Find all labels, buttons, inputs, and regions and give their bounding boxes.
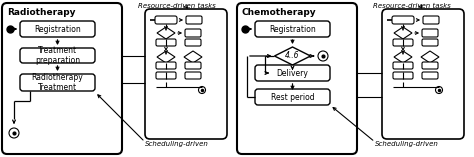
FancyBboxPatch shape xyxy=(185,72,201,79)
FancyBboxPatch shape xyxy=(156,62,176,69)
Text: Resource-driven tasks: Resource-driven tasks xyxy=(373,3,451,9)
Text: Rest period: Rest period xyxy=(271,92,314,101)
Polygon shape xyxy=(184,51,202,63)
Text: Radiotherapy: Radiotherapy xyxy=(7,8,75,17)
FancyBboxPatch shape xyxy=(392,16,414,24)
FancyBboxPatch shape xyxy=(255,65,330,81)
FancyBboxPatch shape xyxy=(2,3,122,154)
FancyBboxPatch shape xyxy=(237,3,357,154)
FancyBboxPatch shape xyxy=(382,9,464,139)
FancyBboxPatch shape xyxy=(145,9,227,139)
FancyBboxPatch shape xyxy=(422,39,438,46)
Text: Chemotherapy: Chemotherapy xyxy=(242,8,317,17)
FancyBboxPatch shape xyxy=(20,48,95,63)
Text: Resource-driven tasks: Resource-driven tasks xyxy=(138,3,216,9)
FancyBboxPatch shape xyxy=(20,21,95,37)
FancyBboxPatch shape xyxy=(185,29,201,37)
Polygon shape xyxy=(394,51,412,63)
FancyBboxPatch shape xyxy=(186,16,202,24)
Text: Registration: Registration xyxy=(269,24,316,33)
Text: Scheduling-driven: Scheduling-driven xyxy=(145,141,209,147)
FancyBboxPatch shape xyxy=(422,62,438,69)
Text: 4..6: 4..6 xyxy=(285,51,300,60)
Polygon shape xyxy=(157,51,175,63)
FancyBboxPatch shape xyxy=(422,72,438,79)
Text: Treatment
preparation: Treatment preparation xyxy=(35,46,80,65)
Text: Scheduling-driven: Scheduling-driven xyxy=(375,141,439,147)
Text: Registration: Registration xyxy=(34,24,81,33)
FancyBboxPatch shape xyxy=(423,16,439,24)
FancyBboxPatch shape xyxy=(185,39,201,46)
Polygon shape xyxy=(421,51,439,63)
FancyBboxPatch shape xyxy=(255,21,330,37)
FancyBboxPatch shape xyxy=(422,29,438,37)
FancyBboxPatch shape xyxy=(156,72,176,79)
FancyBboxPatch shape xyxy=(156,39,176,46)
FancyBboxPatch shape xyxy=(393,39,413,46)
Polygon shape xyxy=(394,27,412,39)
Text: Radiotherapy
Treatment: Radiotherapy Treatment xyxy=(32,73,83,92)
FancyBboxPatch shape xyxy=(393,62,413,69)
FancyBboxPatch shape xyxy=(185,62,201,69)
FancyBboxPatch shape xyxy=(155,16,177,24)
FancyBboxPatch shape xyxy=(393,72,413,79)
Text: Delivery: Delivery xyxy=(276,68,309,78)
Polygon shape xyxy=(274,47,310,65)
FancyBboxPatch shape xyxy=(20,74,95,91)
FancyBboxPatch shape xyxy=(255,89,330,105)
Polygon shape xyxy=(157,27,175,39)
